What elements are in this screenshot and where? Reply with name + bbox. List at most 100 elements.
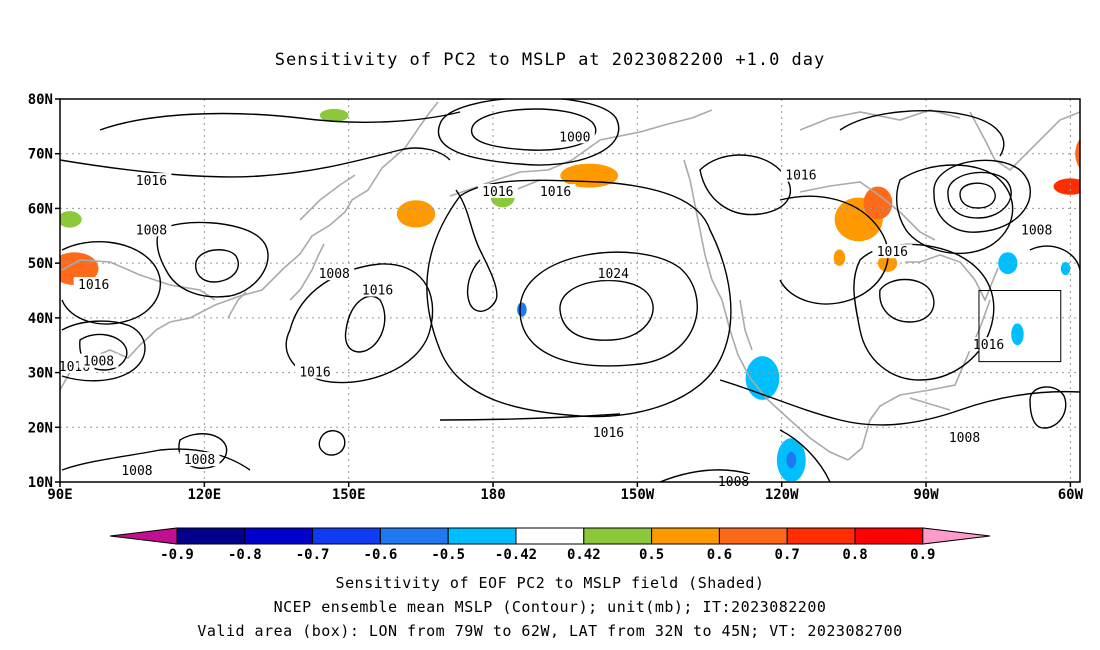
colorbar-label: -0.8	[228, 547, 262, 563]
colorbar-label: -0.5	[431, 547, 465, 563]
contour-small-low-west	[318, 430, 346, 456]
coastline-japan	[289, 243, 325, 301]
lon-tick-label: 90W	[913, 487, 939, 503]
coastline-us-east	[905, 254, 999, 302]
contour-label-bg	[357, 282, 398, 297]
contour-1008-asia-inner	[195, 249, 239, 283]
contour-label: 1008	[319, 267, 350, 282]
contour-label-bg	[944, 430, 985, 445]
colorbar-label: 0.9	[910, 547, 935, 563]
contour-label: 1024	[598, 267, 629, 282]
contour-1008-south-west	[659, 469, 751, 482]
colorbar-label: 0.42	[567, 547, 601, 563]
contour-label: 1016	[973, 338, 1004, 353]
contour-label: 1016	[785, 169, 816, 184]
lat-tick-label: 20N	[28, 420, 53, 436]
contour-1016-atlantic-high	[1029, 245, 1080, 271]
coastline-asia-inner	[61, 259, 216, 301]
contour-1008-north-atlantic	[895, 164, 1014, 255]
caption-line-1: Sensitivity of EOF PC2 to MSLP field (Sh…	[335, 574, 765, 592]
contour-1016-subtropics	[719, 379, 1080, 426]
colorbar-low-triangle	[109, 527, 178, 545]
lat-tick-label: 70N	[28, 147, 53, 163]
contour-1000-low-outer	[437, 99, 620, 166]
lat-tick-label: 30N	[28, 366, 53, 382]
contour-label: 1008	[136, 223, 167, 238]
colorbar-segment	[583, 527, 653, 545]
caption-line-3: Valid area (box): LON from 79W to 62W, L…	[197, 622, 903, 640]
contour-1016-canada	[779, 195, 889, 305]
colorbar-segment	[651, 527, 720, 545]
lat-tick-label: 40N	[28, 311, 53, 327]
colorbar-label: -0.7	[296, 547, 330, 563]
lat-tick-label: 50N	[28, 256, 53, 272]
contour-label-bg	[713, 474, 754, 488]
contour-label: 1016	[482, 185, 513, 200]
contour-1008-southeast-asia	[61, 448, 251, 471]
sensitivity-patch-14	[745, 356, 780, 400]
contour-label: 1016	[877, 245, 908, 260]
contour-label-bg	[73, 277, 114, 292]
coastline-baja	[739, 299, 753, 351]
contour-label: 1016	[540, 185, 571, 200]
contour-label-bg	[593, 266, 634, 281]
sensitivity-patch-10	[1075, 138, 1080, 169]
coastline-asia	[60, 101, 439, 391]
sensitivity-patch-7	[863, 186, 893, 220]
plot-frame	[59, 98, 1081, 483]
contour-label-bg	[131, 173, 172, 188]
colorbar-segment	[718, 527, 788, 545]
lon-tick-label: 90E	[47, 487, 72, 503]
lon-tick-label: 180	[480, 487, 505, 503]
contour-label-bg	[116, 463, 157, 478]
contour-label-bg	[780, 167, 821, 182]
contour-label: 1016	[299, 366, 330, 381]
contour-label: 1008	[83, 355, 114, 370]
sensitivity-patch-2	[319, 108, 349, 122]
contour-1016-north	[99, 111, 461, 131]
lat-tick-label: 60N	[28, 201, 53, 217]
contour-low-greenland-1	[959, 182, 996, 209]
grid-lines	[60, 99, 1080, 482]
contour-1016-india	[61, 320, 146, 382]
contour-label: 1016	[78, 278, 109, 293]
coastline-greenland	[969, 111, 1080, 172]
contour-1016-east-na-inner	[879, 278, 935, 323]
contour-label: 1016	[593, 426, 624, 441]
contour-1016-inner-west	[344, 295, 386, 353]
colorbar-label: 0.7	[775, 547, 800, 563]
contour-label: 1008	[1021, 223, 1052, 238]
contour-1024-high-outer	[519, 251, 698, 367]
contour-label: 1008	[949, 431, 980, 446]
colorbar-segment	[244, 527, 314, 545]
contour-1016-east-na	[853, 243, 995, 381]
map-title: Sensitivity of PC2 to MSLP at 2023082200…	[274, 50, 826, 70]
sensitivity-patch-19	[1060, 262, 1071, 276]
contour-label-bg	[477, 184, 518, 199]
coastline-hudson	[799, 181, 936, 241]
contour-1008-mexico	[779, 429, 831, 482]
colorbar-segment	[447, 527, 517, 545]
contour-label-bg	[131, 222, 172, 237]
contour-label-bg	[872, 244, 913, 259]
coastline-korea	[227, 291, 247, 319]
sensitivity-patch-1	[60, 211, 82, 228]
valid-area-box	[978, 290, 1062, 363]
contour-label: 1008	[184, 453, 215, 468]
colorbar-segment	[176, 527, 246, 545]
colorbar-segment	[515, 527, 585, 545]
contour-label-bg	[78, 353, 119, 368]
contour-1016-siberia	[60, 147, 451, 178]
contour-label: 1008	[121, 464, 152, 479]
contour-label: 1000	[559, 130, 590, 145]
sensitivity-patch-11	[1053, 178, 1080, 195]
colorbar-segment	[786, 527, 856, 545]
lon-tick-label: 120W	[765, 487, 799, 503]
colorbar-high-triangle	[922, 527, 991, 545]
lat-tick-label: 10N	[28, 475, 53, 491]
colorbar-label: -0.42	[495, 547, 537, 563]
contour-1008-asia	[156, 221, 269, 298]
contour-label-bg	[1016, 222, 1057, 237]
